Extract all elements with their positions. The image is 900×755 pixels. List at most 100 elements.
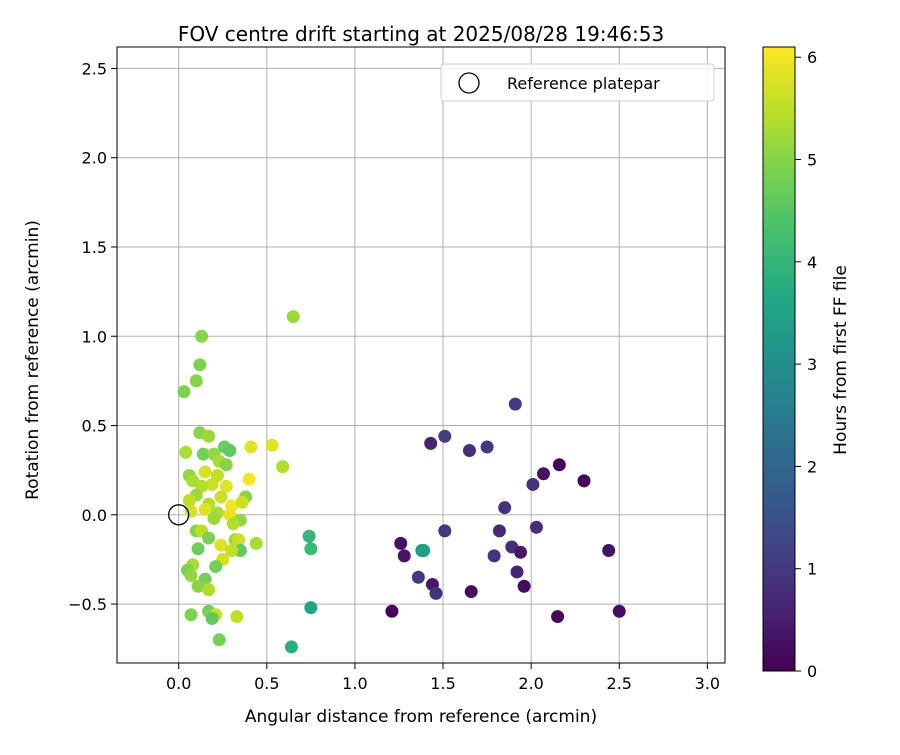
data-point [249,536,263,550]
data-point [612,604,626,618]
data-point [526,477,540,491]
x-axis-ticks: 0.0 0.5 1.0 1.5 2.0 2.5 3.0 [166,663,720,693]
data-point [202,429,216,443]
data-point [517,579,531,593]
data-point [510,565,524,579]
y-tick-label: 1.5 [82,238,107,257]
data-point [397,549,411,563]
data-point [304,601,318,615]
data-point [207,511,221,525]
data-point [198,465,212,479]
data-point [225,544,239,558]
legend-marker [458,72,480,94]
data-point [276,460,290,474]
data-point [205,611,219,625]
data-point [551,610,565,624]
x-axis-label: Angular distance from reference (arcmin) [245,707,597,727]
data-point [438,524,452,538]
colorbar: 0 1 2 3 4 5 6 Hours from first FF file [762,46,851,681]
data-point [184,608,198,622]
data-points [177,310,626,654]
x-tick-label: 1.5 [430,674,455,693]
data-point [385,604,399,618]
data-point [552,458,566,472]
data-point [209,560,223,574]
y-axis-label: Rotation from reference (arcmin) [23,220,43,500]
data-point [424,436,438,450]
data-point [498,501,512,515]
colorbar-tick-label: 0 [807,662,817,681]
data-point [214,490,228,504]
data-point [514,545,528,559]
legend-box [440,63,715,102]
data-point [202,583,216,597]
x-tick-label: 2.0 [518,674,543,693]
colorbar-label: Hours from first FF file [831,265,851,455]
data-point [195,329,209,343]
data-point [184,504,198,518]
reference-marker [168,504,190,526]
data-point [265,438,279,452]
grid-lines [117,47,725,663]
y-tick-label: 1.0 [82,327,107,346]
y-tick-label: 0.5 [82,417,107,436]
data-point [226,517,240,531]
colorbar-tick-label: 6 [807,48,817,67]
x-tick-label: 2.5 [607,674,632,693]
data-point [602,544,616,558]
data-point [219,479,233,493]
data-point [184,569,198,583]
data-point [464,585,478,599]
colorbar-gradient [762,46,796,672]
legend: Reference platepar [440,63,715,102]
data-point [235,495,249,509]
data-point [232,533,246,547]
data-point [198,502,212,516]
x-tick-label: 3.0 [695,674,720,693]
data-point [411,570,425,584]
y-axis-ticks: −0.5 0.0 0.5 1.0 1.5 2.0 2.5 [68,59,117,614]
data-point [508,397,522,411]
colorbar-tick-label: 1 [807,560,817,579]
data-point [394,536,408,550]
data-point [244,440,258,454]
data-point [302,529,316,543]
y-tick-label: −0.5 [68,595,107,614]
data-point [417,544,431,558]
colorbar-tick-label: 2 [807,457,817,476]
data-point [242,472,256,486]
data-point [193,358,207,372]
y-tick-label: 2.0 [82,149,107,168]
data-point [182,494,196,508]
data-point [230,610,244,624]
x-tick-label: 0.5 [254,674,279,693]
data-point [577,474,591,488]
legend-entry: Reference platepar [507,74,660,93]
data-point [492,524,506,538]
data-point [529,520,543,534]
chart-title: FOV centre drift starting at 2025/08/28 … [178,22,664,46]
data-point [219,458,233,472]
data-point [205,477,219,491]
data-point [304,542,318,556]
data-point [196,447,210,461]
colorbar-ticks: 0 1 2 3 4 5 6 [795,48,817,681]
x-tick-label: 1.0 [342,674,367,693]
data-point [286,310,300,324]
data-point [189,374,203,388]
data-point [214,538,228,552]
data-point [429,586,443,600]
data-point [177,385,191,399]
data-point [191,542,205,556]
x-tick-label: 0.0 [166,674,191,693]
data-point [487,549,501,563]
colorbar-tick-label: 3 [807,355,817,374]
data-point [438,429,452,443]
data-point [284,640,298,654]
data-point [191,579,205,593]
data-point [480,440,494,454]
data-point [212,633,226,647]
data-point [536,467,550,481]
